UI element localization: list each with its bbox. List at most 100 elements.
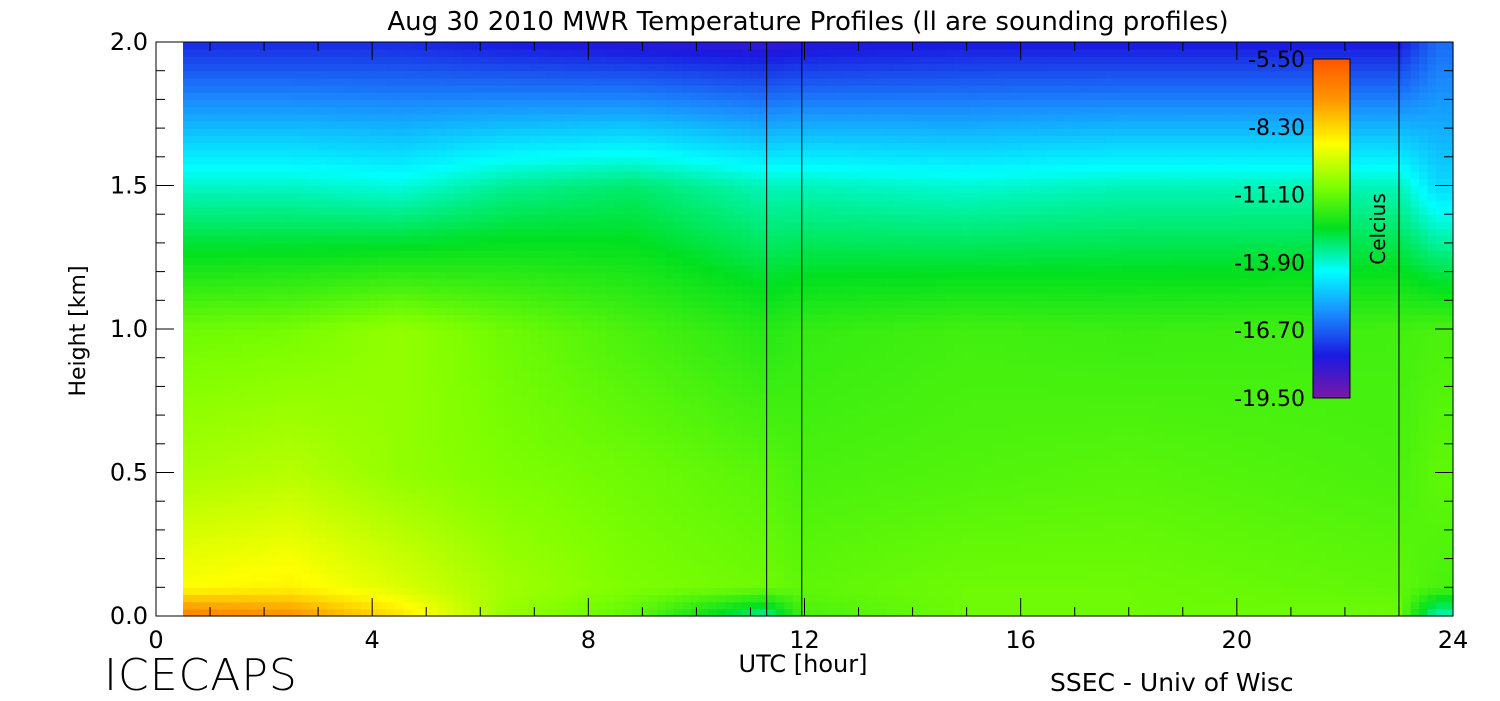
heatmap-cell — [360, 364, 370, 373]
heatmap-cell — [420, 199, 430, 208]
heatmap-cell — [699, 171, 709, 179]
heatmap-cell — [259, 343, 269, 352]
heatmap-cell — [242, 199, 252, 208]
heatmap-cell — [225, 364, 235, 373]
heatmap-cell — [631, 92, 641, 100]
heatmap-cell — [614, 163, 624, 172]
heatmap-cell — [614, 508, 624, 517]
heatmap-cell — [640, 171, 650, 179]
heatmap-cell — [369, 163, 379, 172]
heatmap-cell — [267, 185, 277, 194]
heatmap-cell — [606, 458, 616, 466]
heatmap-cell — [479, 321, 489, 330]
heatmap-cell — [326, 587, 337, 596]
heatmap-cell — [284, 336, 294, 344]
heatmap-cell — [445, 329, 455, 337]
heatmap-cell — [699, 77, 709, 86]
heatmap-cell — [623, 192, 633, 201]
heatmap-cell — [555, 343, 565, 352]
heatmap-cell — [665, 343, 675, 352]
heatmap-cell — [403, 415, 413, 423]
heatmap-cell — [614, 479, 624, 488]
heatmap-cell — [191, 572, 201, 581]
heatmap-cell — [614, 314, 624, 323]
heatmap-cell — [183, 364, 193, 373]
heatmap-cell — [453, 120, 464, 129]
heatmap-cell — [547, 271, 557, 280]
heatmap-cell — [293, 494, 303, 502]
heatmap-cell — [479, 393, 489, 402]
heatmap-cell — [259, 572, 269, 581]
heatmap-cell — [453, 128, 464, 136]
heatmap-cell — [538, 364, 548, 373]
heatmap-cell — [691, 594, 701, 603]
heatmap-cell — [572, 537, 582, 545]
heatmap-cell — [504, 285, 514, 294]
heatmap-cell — [657, 429, 667, 438]
heatmap-cell — [242, 429, 252, 438]
heatmap-cell — [284, 250, 294, 258]
heatmap-cell — [657, 364, 667, 373]
heatmap-cell — [318, 329, 328, 337]
heatmap-cell — [310, 120, 320, 129]
heatmap-cell — [259, 113, 269, 122]
heatmap-cell — [216, 407, 226, 416]
heatmap-cell — [318, 458, 328, 466]
heatmap-cell — [470, 156, 480, 165]
heatmap-cell — [386, 163, 396, 172]
heatmap-cell — [216, 42, 226, 50]
heatmap-cell — [318, 429, 328, 438]
heatmap-cell — [259, 257, 269, 266]
heatmap-cell — [445, 321, 455, 330]
heatmap-cell — [597, 458, 607, 466]
heatmap-cell — [614, 336, 624, 344]
heatmap-cell — [530, 329, 540, 337]
heatmap-cell — [259, 515, 269, 524]
heatmap-cell — [597, 192, 607, 201]
heatmap-cell — [555, 235, 565, 244]
heatmap-cell — [648, 580, 658, 588]
heatmap-cell — [597, 199, 607, 208]
heatmap-cell — [623, 486, 633, 495]
heatmap-cell — [343, 544, 353, 553]
heatmap-cell — [564, 565, 574, 574]
heatmap-cell — [691, 472, 701, 481]
heatmap-cell — [386, 113, 396, 122]
heatmap-cell — [521, 594, 531, 603]
heatmap-cell — [479, 522, 489, 531]
heatmap-cell — [377, 85, 387, 93]
heatmap-cell — [623, 379, 633, 387]
heatmap-cell — [310, 192, 320, 201]
heatmap-cell — [259, 228, 269, 237]
heatmap-cell — [623, 508, 633, 517]
heatmap-cell — [310, 580, 320, 588]
heatmap-cell — [293, 163, 303, 172]
heatmap-cell — [496, 608, 506, 617]
heatmap-cell — [386, 250, 396, 258]
heatmap-cell — [648, 70, 658, 79]
heatmap-cell — [606, 271, 616, 280]
heatmap-cell — [437, 372, 447, 380]
heatmap-cell — [242, 479, 252, 488]
heatmap-cell — [411, 85, 421, 93]
heatmap-cell — [674, 92, 684, 100]
heatmap-cell — [504, 221, 514, 230]
heatmap-cell — [487, 364, 497, 373]
heatmap-cell — [657, 400, 667, 409]
heatmap-cell — [216, 128, 226, 136]
heatmap-cell — [665, 221, 675, 230]
heatmap-cell — [183, 99, 193, 108]
heatmap-cell — [470, 113, 480, 122]
heatmap-cell — [318, 558, 328, 567]
heatmap-cell — [606, 357, 616, 366]
heatmap-cell — [293, 594, 303, 603]
heatmap-cell — [614, 407, 624, 416]
heatmap-cell — [360, 572, 370, 581]
heatmap-cell — [335, 450, 345, 459]
heatmap-cell — [394, 508, 404, 517]
heatmap-cell — [530, 544, 540, 553]
heatmap-cell — [504, 436, 514, 445]
heatmap-cell — [233, 278, 243, 287]
heatmap-cell — [403, 443, 413, 452]
heatmap-cell — [470, 192, 480, 201]
